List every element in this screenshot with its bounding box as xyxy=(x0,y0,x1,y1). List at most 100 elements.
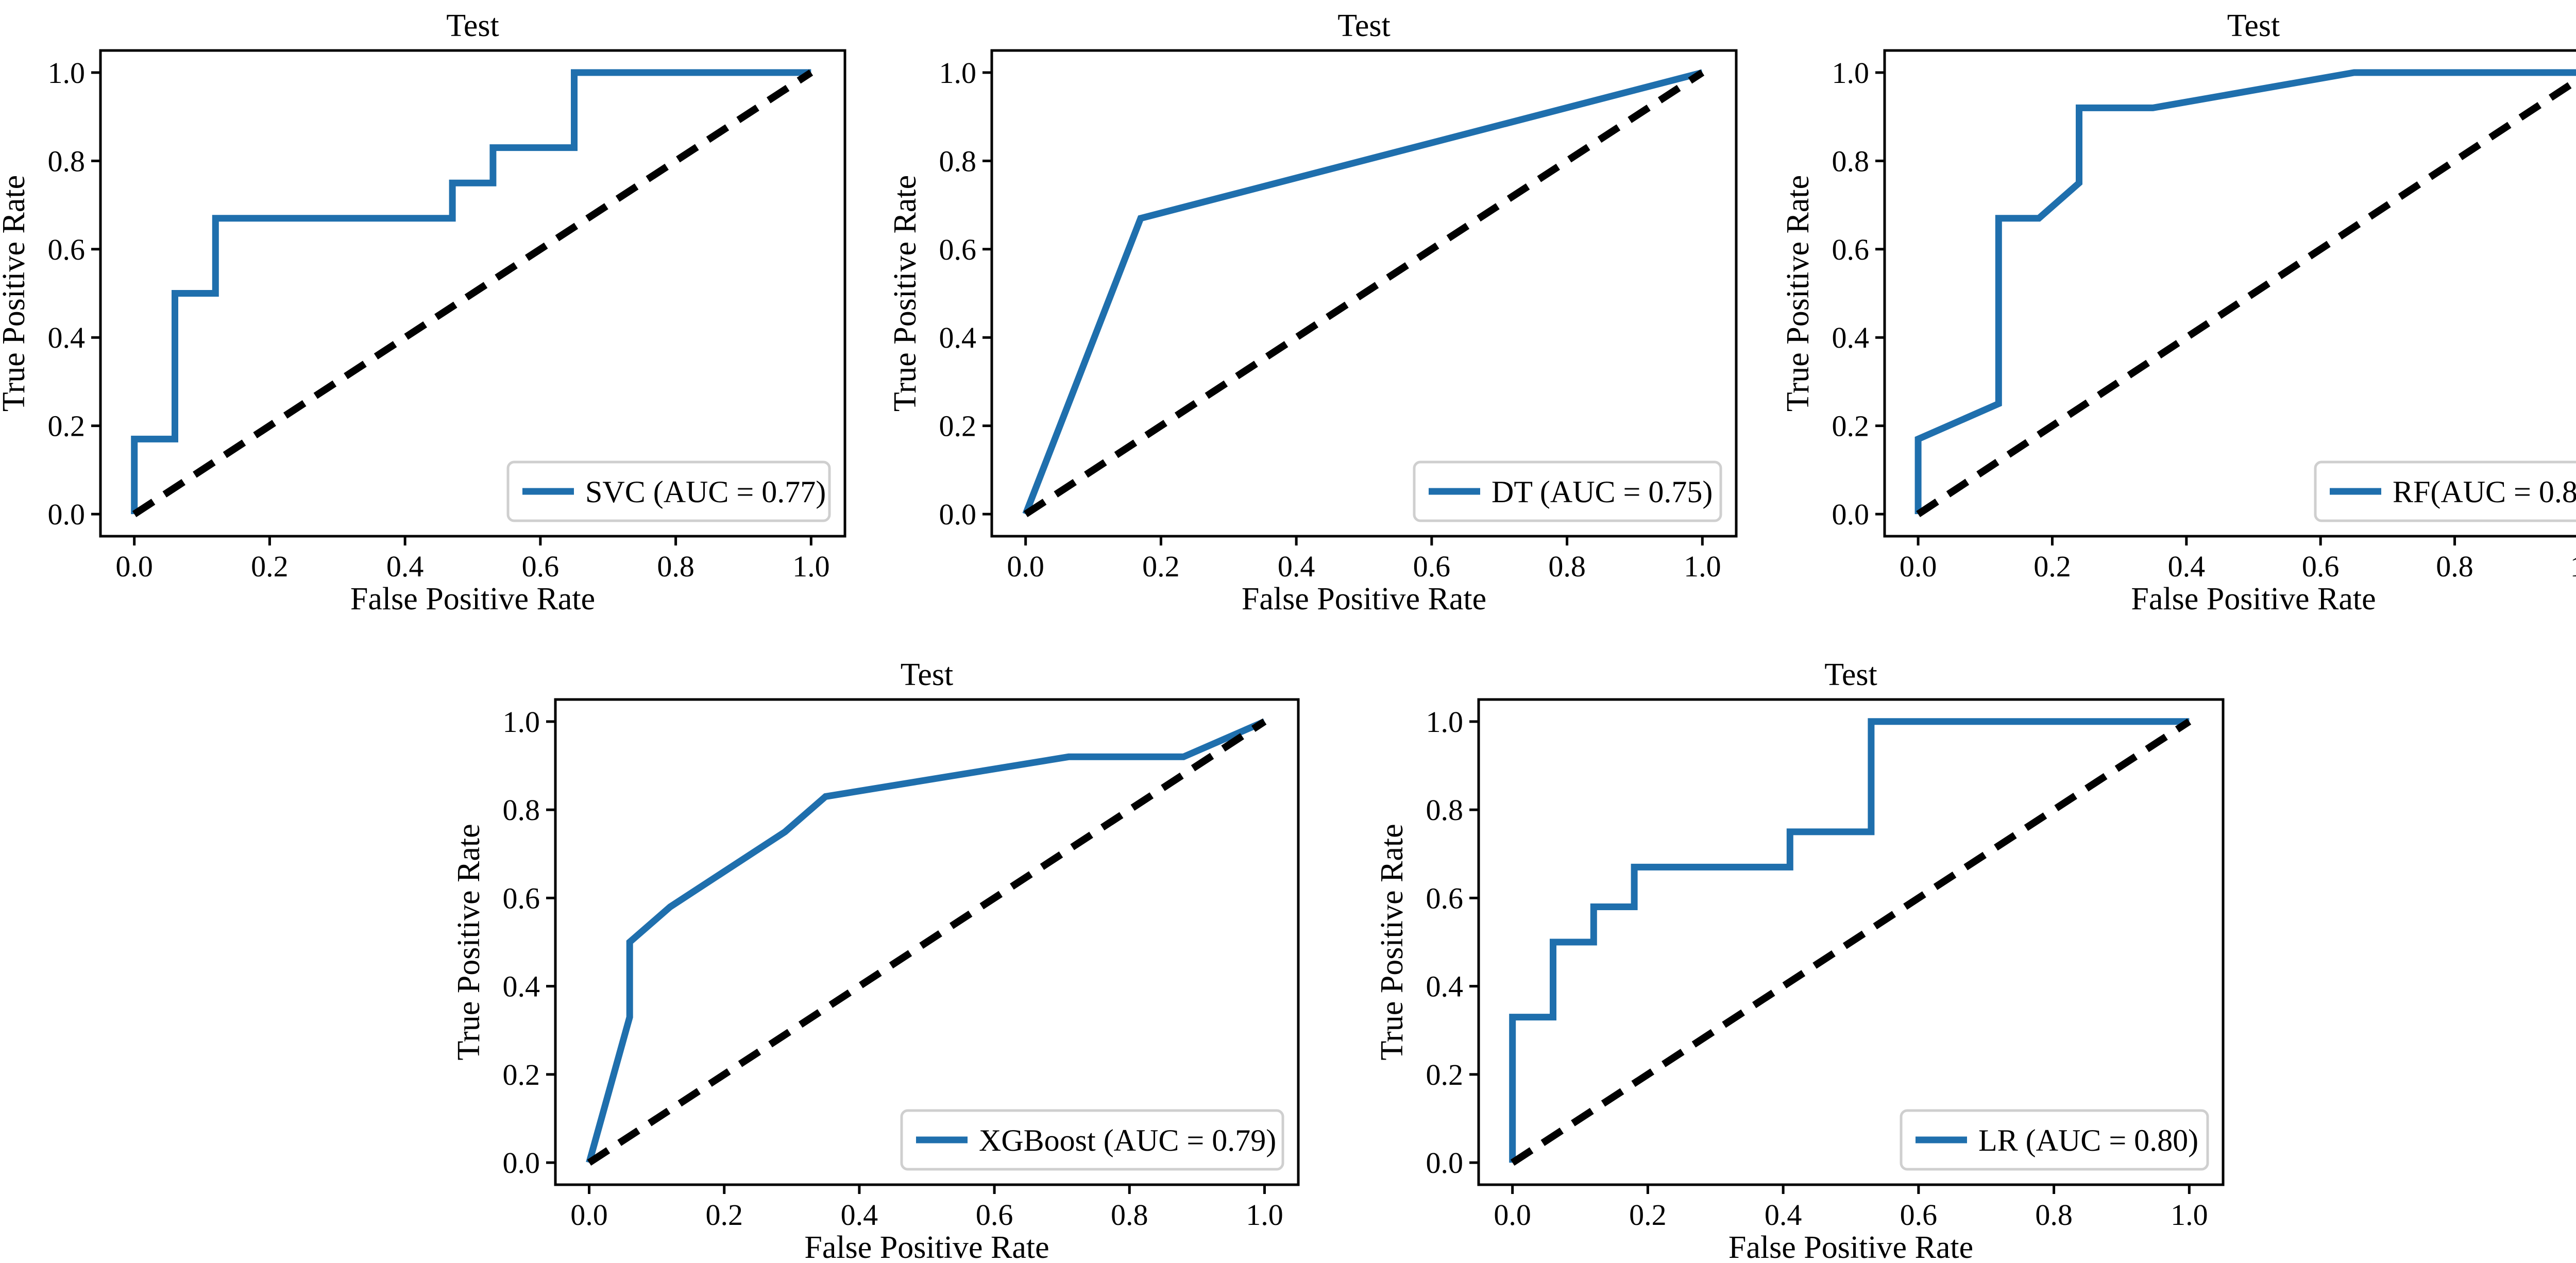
x-tick-label: 0.0 xyxy=(1007,550,1044,583)
x-tick-label: 1.0 xyxy=(2171,1198,2208,1232)
y-axis-label: True Positive Rate xyxy=(451,824,486,1060)
x-axis-label: False Positive Rate xyxy=(804,1230,1049,1263)
chart-title: Test xyxy=(446,8,499,43)
x-tick-label: 0.8 xyxy=(1111,1198,1148,1232)
y-tick-label: 0.8 xyxy=(1426,793,1464,827)
roc-curve-line xyxy=(1914,69,2576,515)
roc-curve-line xyxy=(586,718,1266,1164)
y-tick-label: 0.2 xyxy=(503,1058,540,1091)
y-tick-label: 0.2 xyxy=(939,409,977,443)
plot-frame xyxy=(554,698,1300,1186)
chance-diagonal-line xyxy=(1023,70,1705,517)
roc-chart-4: Test 0.0 0.2 0.4 0.6 0.8 1.0 0.0 0.2 0.4 0.6 0.8 1.0… xyxy=(451,657,1300,1263)
legend-label: SVC (AUC = 0.77) xyxy=(585,475,826,509)
y-tick-label: 1.0 xyxy=(1832,56,1870,90)
roc-chart-1: Test 0.0 0.2 0.4 0.6 0.8 1.0 0.0 0.2 0.4 0.6 0.8 1.0… xyxy=(0,8,846,617)
y-tick-label: 0.8 xyxy=(1832,144,1870,178)
plot-frame xyxy=(1477,698,2225,1186)
plot-frame xyxy=(990,49,1738,538)
x-tick-label: 0.0 xyxy=(115,550,153,583)
chart-title: Test xyxy=(1337,8,1390,43)
legend-box xyxy=(506,460,831,522)
x-tick-label: 0.6 xyxy=(1413,550,1451,583)
x-tick-label: 0.8 xyxy=(657,550,694,583)
roc-chart-5: Test 0.0 0.2 0.4 0.6 0.8 1.0 0.0 0.2 0.4 0.6 0.8 1.0… xyxy=(1375,657,2225,1263)
x-tick-label: 0.6 xyxy=(522,550,560,583)
y-tick-label: 1.0 xyxy=(939,56,977,90)
x-axis-label: False Positive Rate xyxy=(2131,582,2376,617)
x-tick-label: 0.6 xyxy=(2302,550,2340,583)
x-tick-label: 0.4 xyxy=(386,550,424,583)
x-tick-label: 0.0 xyxy=(570,1198,608,1232)
x-tick-label: 0.0 xyxy=(1900,550,1937,583)
chance-diagonal-line xyxy=(1916,76,2576,517)
roc-curve-line xyxy=(131,69,811,515)
chance-diagonal-line xyxy=(132,70,814,517)
y-tick-label: 0.0 xyxy=(939,498,977,531)
y-tick-label: 0.0 xyxy=(1426,1146,1464,1180)
x-tick-label: 0.8 xyxy=(2436,550,2473,583)
x-tick-label: 1.0 xyxy=(1684,550,1721,583)
y-tick-label: 0.0 xyxy=(48,498,86,531)
x-tick-label: 0.8 xyxy=(2035,1198,2073,1232)
y-tick-label: 0.2 xyxy=(48,409,86,443)
y-tick-label: 0.4 xyxy=(1426,970,1464,1003)
x-tick-label: 0.8 xyxy=(1548,550,1586,583)
y-tick-label: 0.8 xyxy=(503,793,540,827)
x-tick-label: 0.2 xyxy=(2033,550,2071,583)
x-tick-label: 1.0 xyxy=(2570,550,2576,583)
x-tick-label: 0.2 xyxy=(1629,1198,1667,1232)
y-axis-label: True Positive Rate xyxy=(888,175,923,412)
chart-title: Test xyxy=(1824,657,1877,692)
legend-label: XGBoost (AUC = 0.79) xyxy=(979,1123,1276,1157)
y-tick-label: 0.2 xyxy=(1832,409,1870,443)
legend-label: LR (AUC = 0.80) xyxy=(1978,1123,2198,1157)
y-tick-label: 0.4 xyxy=(503,970,540,1003)
x-tick-label: 0.2 xyxy=(251,550,289,583)
x-tick-label: 0.4 xyxy=(1278,550,1315,583)
x-axis-label: False Positive Rate xyxy=(1242,582,1486,617)
x-tick-label: 0.4 xyxy=(2168,550,2206,583)
plot-frame xyxy=(1883,49,2576,538)
y-tick-label: 0.8 xyxy=(48,144,86,178)
x-tick-label: 0.2 xyxy=(1142,550,1180,583)
chance-diagonal-line xyxy=(1510,718,2192,1166)
y-tick-label: 0.6 xyxy=(939,233,977,266)
legend-box xyxy=(1413,460,1722,522)
y-tick-label: 0.4 xyxy=(939,321,977,354)
chart-title: Test xyxy=(2227,8,2280,43)
x-axis-label: False Positive Rate xyxy=(1728,1230,1973,1263)
y-tick-label: 1.0 xyxy=(1426,705,1464,739)
y-tick-label: 0.4 xyxy=(48,321,86,354)
x-tick-label: 0.0 xyxy=(1494,1198,1531,1232)
x-axis-label: False Positive Rate xyxy=(350,582,595,617)
chance-diagonal-line xyxy=(587,718,1267,1166)
roc-chart-2: Test 0.0 0.2 0.4 0.6 0.8 1.0 0.0 0.2 0.4 0.6 0.8 1.0… xyxy=(888,8,1738,617)
legend-box xyxy=(2314,460,2576,522)
y-tick-label: 0.6 xyxy=(1832,233,1870,266)
y-tick-label: 0.6 xyxy=(48,233,86,266)
roc-curve-line xyxy=(1509,718,2190,1163)
legend-label: DT (AUC = 0.75) xyxy=(1492,475,1713,509)
y-tick-label: 0.0 xyxy=(1832,498,1870,531)
roc-curve-line xyxy=(1022,69,1703,516)
legend-box xyxy=(900,1109,1284,1171)
legend-box xyxy=(1900,1109,2209,1171)
y-tick-label: 0.4 xyxy=(1832,321,1870,354)
legend-label: RF(AUC = 0.85) xyxy=(2393,475,2576,509)
roc-chart-3: Test 0.0 0.2 0.4 0.6 0.8 1.0 0.0 0.2 0.4 0.6 0.8 1.0… xyxy=(1781,8,2576,617)
x-tick-label: 0.4 xyxy=(841,1198,878,1232)
x-tick-label: 1.0 xyxy=(792,550,830,583)
y-axis-label: True Positive Rate xyxy=(0,175,31,412)
x-tick-label: 0.6 xyxy=(1900,1198,1938,1232)
y-tick-label: 0.6 xyxy=(503,881,540,915)
plot-frame xyxy=(99,49,846,538)
x-tick-label: 1.0 xyxy=(1246,1198,1283,1232)
y-tick-label: 0.6 xyxy=(1426,881,1464,915)
chart-title: Test xyxy=(901,657,953,692)
y-tick-label: 0.8 xyxy=(939,144,977,178)
y-axis-label: True Positive Rate xyxy=(1781,175,1816,412)
y-tick-label: 0.2 xyxy=(1426,1058,1464,1091)
